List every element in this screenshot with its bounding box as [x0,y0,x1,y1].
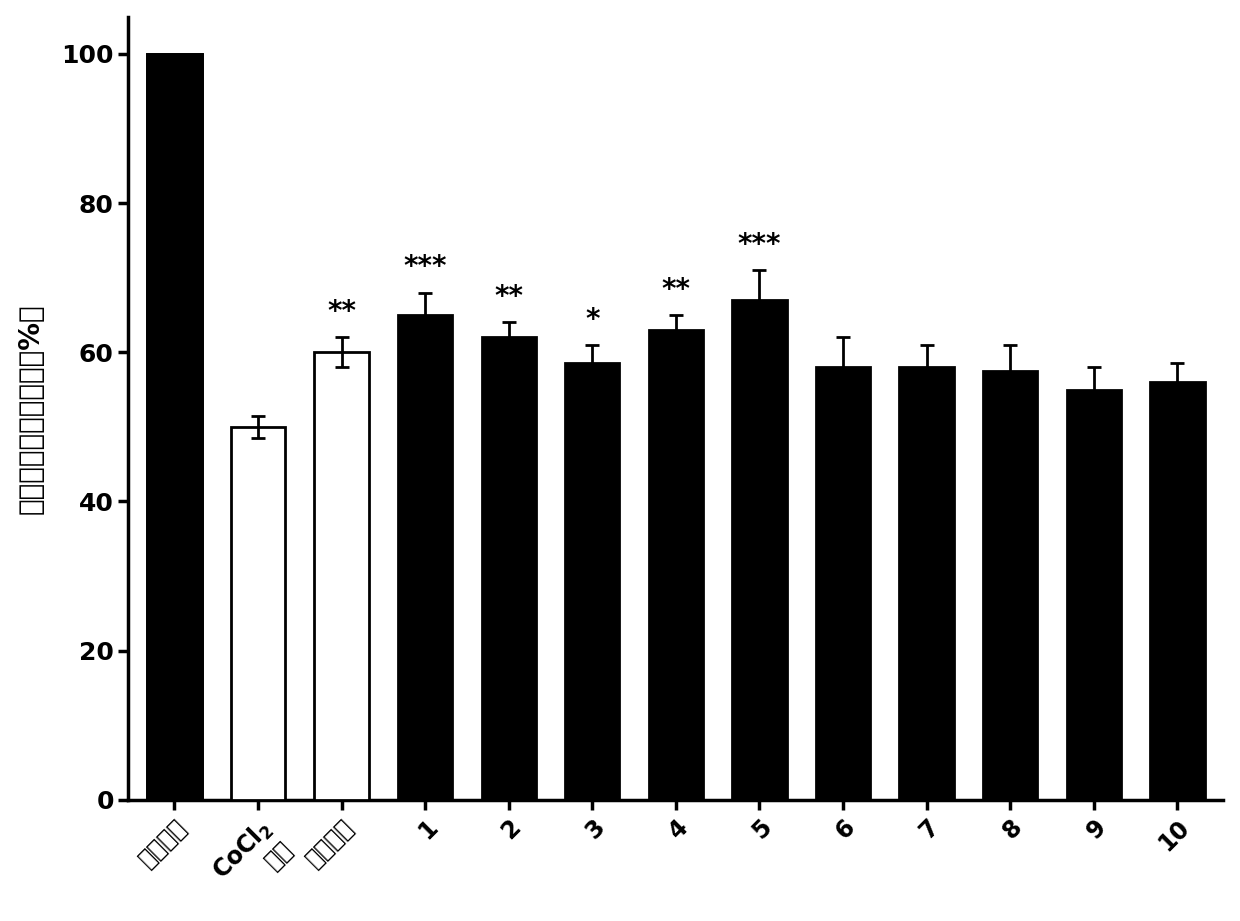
Bar [148,54,202,799]
Bar [315,353,368,799]
Text: **: ** [327,298,356,326]
Bar [481,337,536,799]
Bar [649,330,703,799]
Y-axis label: 细胞存活率（阴性对照%）: 细胞存活率（阴性对照%） [16,303,45,514]
Text: **: ** [495,284,523,311]
Bar [733,300,786,799]
Bar [231,426,285,799]
Text: *: * [585,306,600,333]
Bar [1066,390,1121,799]
Text: **: ** [661,275,691,304]
Bar [816,367,870,799]
Text: ***: *** [738,231,781,259]
Bar [398,315,453,799]
Bar [983,371,1038,799]
Text: ***: *** [403,253,446,282]
Bar [899,367,954,799]
Bar [148,54,202,799]
Bar [565,364,620,799]
Bar [1151,382,1204,799]
